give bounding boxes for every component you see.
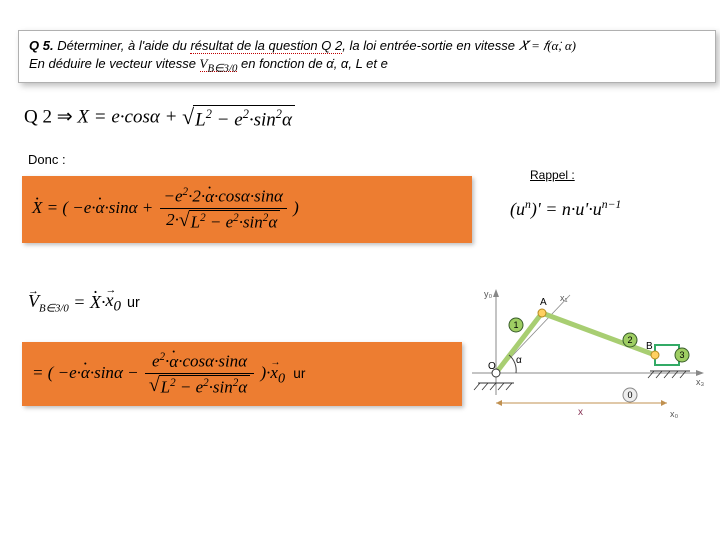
axis-y0: y₀ [484,289,493,299]
svg-text:O: O [488,361,496,372]
q-line1-c: , la loi entrée-sortie en vitesse [342,38,518,53]
svg-text:A: A [540,297,547,308]
equation-xdot: X = ( −e·α·sinα + −e2·2·α·cosα·sinα 2·√L… [22,176,472,243]
equation-final: = ( −e·α·sinα − e2·α·cosα·sinα √L2 − e2·… [22,342,462,406]
alpha-label: α [516,355,522,366]
svg-text:2: 2 [627,335,632,345]
mechanism-diagram: y₀ x₃ x₁ α O A B [460,285,710,435]
dim-x: x [578,407,583,418]
q-line2-c: en fonction de α̇, α, L et e [237,56,387,71]
svg-text:B: B [646,341,653,352]
q-line2-b: VB∈3/0 [200,56,238,72]
svg-text:0: 0 [627,390,632,400]
equation-vb: VB∈3/0 = X·x0 ur [28,290,140,316]
q-line1-d: 𝑋̇ = 𝑓(α̇, α) [519,38,576,53]
donc-label: Donc : [28,152,66,167]
q-line1-a: Déterminer, à l'aide du [54,38,191,53]
svg-text:1: 1 [513,320,518,330]
q-line1-b: résultat de la question Q 2 [190,38,342,54]
axis-xlow: x₀ [670,409,679,419]
equation-q2: Q 2 ⇒ X = e·cosα + √ L2 − e2·sin2α [24,105,295,131]
q-line2-a: En déduire le vecteur vitesse [29,56,200,71]
equation-rappel: (un)' = n·u'·un−1 [510,198,621,220]
rappel-label: Rappel : [530,168,575,182]
svg-text:3: 3 [679,350,684,360]
axis-x3: x₃ [696,377,705,387]
question-box: Q 5. Déterminer, à l'aide du résultat de… [18,30,716,83]
question-label: Q 5. [29,38,54,53]
